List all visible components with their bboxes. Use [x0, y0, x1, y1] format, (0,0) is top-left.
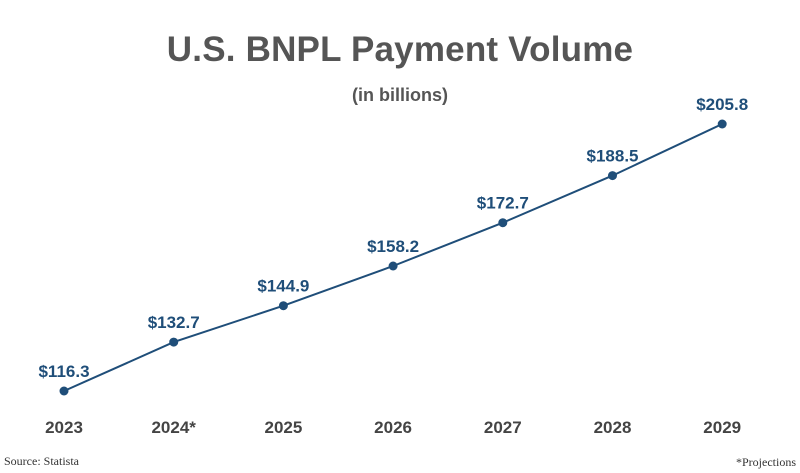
x-tick-label: 2024* — [151, 418, 196, 437]
data-point-2026 — [388, 261, 398, 271]
x-tick-label: 2028 — [594, 418, 632, 437]
data-label: $116.3 — [38, 362, 89, 381]
data-point-2023 — [59, 386, 69, 396]
x-tick-label: 2025 — [264, 418, 302, 437]
data-label: $188.5 — [587, 147, 639, 166]
x-tick-label: 2027 — [484, 418, 522, 437]
data-point-2024 — [169, 337, 179, 347]
projections-note: *Projections — [736, 455, 796, 469]
x-tick-label: 2026 — [374, 418, 412, 437]
x-tick-label: 2029 — [703, 418, 741, 437]
data-label: $205.8 — [696, 95, 748, 114]
data-point-2025 — [278, 301, 288, 311]
data-point-2027 — [498, 218, 508, 228]
data-label: $144.9 — [257, 277, 309, 296]
data-point-2028 — [608, 171, 617, 181]
data-label: $172.7 — [477, 194, 529, 213]
chart-title: U.S. BNPL Payment Volume — [166, 30, 634, 69]
chart-subtitle: (in billions) — [352, 85, 448, 105]
source-note: Source: Statista — [4, 454, 79, 468]
x-tick-label: 2023 — [45, 418, 83, 437]
data-label: $132.7 — [148, 313, 200, 332]
data-point-2029 — [717, 119, 727, 129]
data-label: $158.2 — [367, 237, 419, 256]
